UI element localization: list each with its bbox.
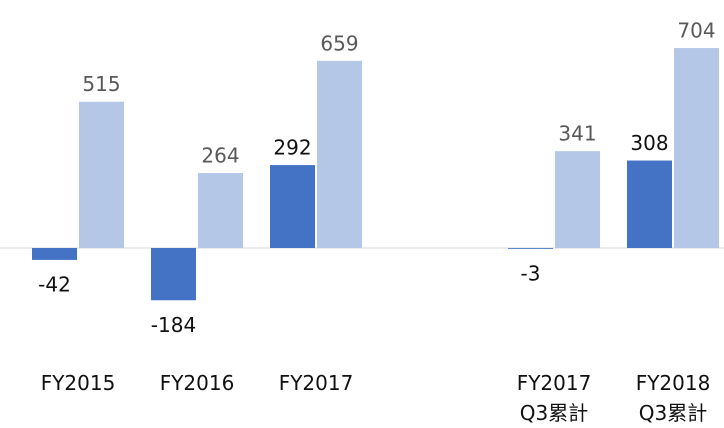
bar [555, 151, 600, 248]
bar [270, 165, 315, 248]
bar [79, 101, 124, 249]
bar [32, 248, 77, 260]
data-label: 515 [82, 72, 120, 96]
bar [317, 60, 362, 249]
data-label: 341 [558, 122, 596, 146]
bar [151, 248, 196, 301]
x-tick-label: FY2015 [40, 371, 116, 395]
data-label: 704 [677, 19, 715, 43]
data-label: 659 [320, 31, 358, 55]
data-label: 292 [273, 136, 311, 160]
bar [674, 48, 719, 249]
data-label: -184 [151, 313, 196, 337]
bar [198, 173, 243, 248]
data-label: -3 [521, 261, 541, 285]
x-tick-label: FY2017 Q3累計 [516, 371, 592, 425]
bar [508, 248, 553, 249]
x-tick-label: FY2017 [278, 371, 354, 395]
data-label: -42 [38, 272, 71, 296]
data-label: 308 [630, 131, 668, 155]
x-tick-label: FY2016 [159, 371, 235, 395]
data-label: 264 [201, 144, 239, 168]
bar [627, 160, 672, 248]
x-tick-label: FY2018 Q3累計 [635, 371, 711, 425]
